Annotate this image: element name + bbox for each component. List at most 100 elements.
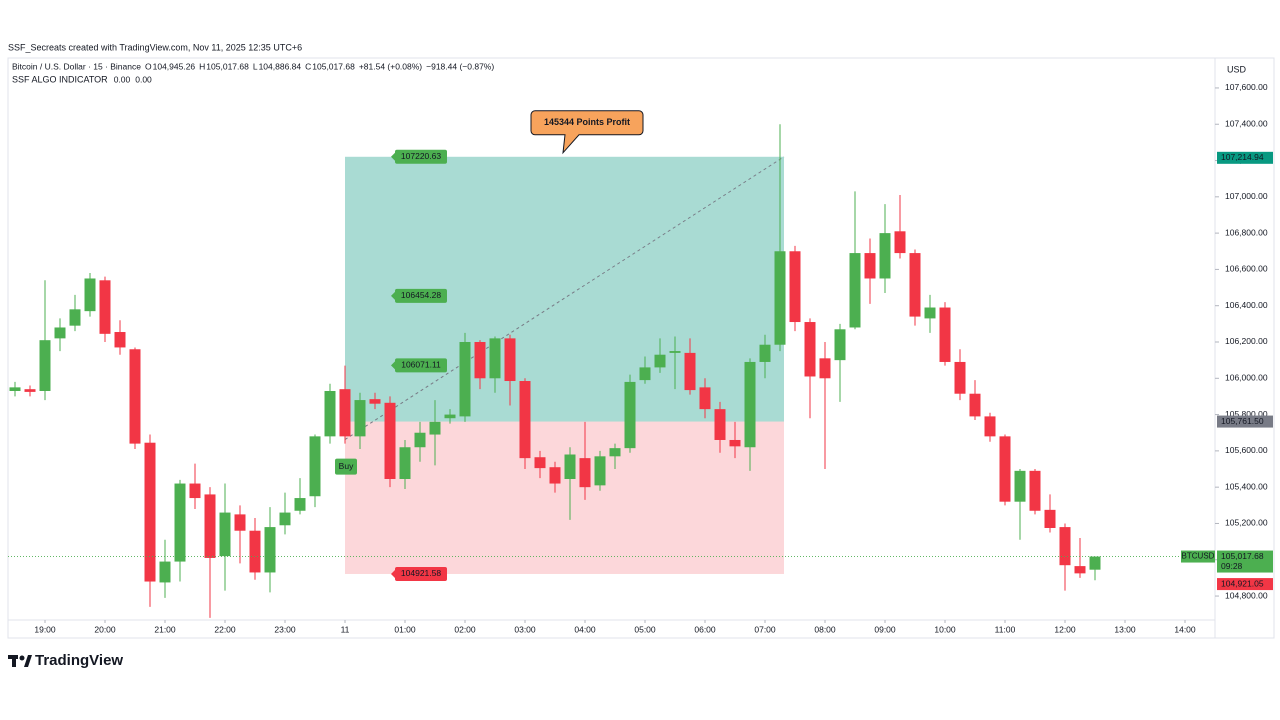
candle-body [939,307,951,362]
candle-body [234,514,246,531]
candle-body [429,421,441,435]
candle-body [1059,527,1071,566]
level-label-box [395,566,447,581]
level-label-arrow [391,361,395,370]
candle-body [1044,509,1056,528]
candle-body [219,512,231,557]
currency: USD [1227,64,1247,74]
candle-body [414,432,426,448]
x-tick-label: 22:00 [214,624,236,634]
x-tick-label: 23:00 [274,624,296,634]
x-tick-label: 14:00 [1174,624,1196,634]
legend-text: +81.54 (+0.08%) [359,61,422,71]
candle-body [999,436,1011,502]
candle-body [1074,566,1086,574]
candle-body [519,381,531,459]
candle-body [699,387,711,410]
x-tick-label: 04:00 [574,624,596,634]
legend-text: 104,886.84 [259,61,302,71]
legend-text: 104,945.26 [153,61,196,71]
price-tag-label: 104,921.05 [1221,578,1264,588]
candle-body [189,483,201,499]
price-tag-label: 107,214.94 [1221,152,1264,162]
y-tick-label: 107,600.00 [1225,82,1268,92]
candle-body [504,338,516,382]
x-tick-label: 11 [341,624,350,634]
candle-body [24,389,36,392]
y-tick-label: 106,800.00 [1225,227,1268,237]
legend-key: H [199,61,205,71]
level-label-box [395,288,447,303]
candle-body [474,341,486,379]
y-tick-label: 106,000.00 [1225,373,1268,383]
candle-body [879,233,891,279]
candle-body [684,352,696,391]
x-tick-label: 07:00 [754,624,776,634]
symbol-tag-label: BTCUSD [1182,552,1215,561]
y-tick-label: 104,800.00 [1225,590,1268,600]
chart-frame [7,57,1275,639]
legend-key: C [305,61,311,71]
side-label-box [335,458,357,475]
candle-body [204,494,216,558]
symbol-tag [1181,550,1215,563]
y-tick-label: 105,600.00 [1225,445,1268,455]
callout-text: 145344 Points Profit [544,117,630,127]
legend-text: −918.44 (−0.87%) [426,61,494,71]
legend-text: 105,017.68 [206,61,249,71]
candle-body [9,387,21,391]
candle-body [909,253,921,317]
candle-body [399,447,411,480]
x-tick-label: 09:00 [874,624,896,634]
price-tag [1217,151,1273,164]
y-tick-label: 105,800.00 [1225,409,1268,419]
candle-body [564,454,576,480]
candle-body [714,409,726,440]
candle-body [789,251,801,323]
candle-body [39,340,51,391]
price-tag-label: 105,017.68 [1221,551,1264,561]
candle-body [549,467,561,484]
level-label: 106454.28 [401,290,441,300]
candle-body [654,354,666,368]
x-tick-label: 11:00 [995,624,1016,634]
candle-body [594,456,606,486]
legend-text: 105,017.68 [312,61,355,71]
level-label-box [395,358,447,373]
indicator-value: 0.00 [114,74,131,84]
legend-text: Bitcoin / U.S. Dollar · 15 · Binance [12,61,141,71]
candle-body [834,329,846,361]
level-label: 106071.11 [401,360,441,370]
candle-body [1029,470,1041,511]
candle-body [174,483,186,562]
side-label: Buy [339,461,354,471]
candle-body [894,231,906,254]
candle-body [804,322,816,377]
legend-key: O [145,61,152,71]
candle-body [984,416,996,437]
y-tick-label: 106,200.00 [1225,336,1268,346]
candle-body [744,361,756,448]
level-label-box [395,149,447,164]
candle-body [864,253,876,279]
candle-body [609,448,621,457]
brand: TradingView [35,652,123,669]
candle-body [324,390,336,437]
candle-body [264,527,276,573]
candle-body [444,414,456,419]
candle-body [639,367,651,381]
y-tick-label: 107,000.00 [1225,191,1268,201]
price-tag [1217,550,1273,573]
level-label-arrow [391,569,395,578]
candle-body [69,309,81,326]
candle-body [279,512,291,526]
callout-box [530,110,644,155]
price-tag [1217,578,1273,591]
x-tick-label: 21:00 [154,624,176,634]
candle-body [309,436,321,497]
y-tick-label: 105,400.00 [1225,481,1268,491]
loss-zone [345,421,784,574]
indicator-name: SSF ALGO INDICATOR [12,74,108,84]
candle-body [534,457,546,469]
